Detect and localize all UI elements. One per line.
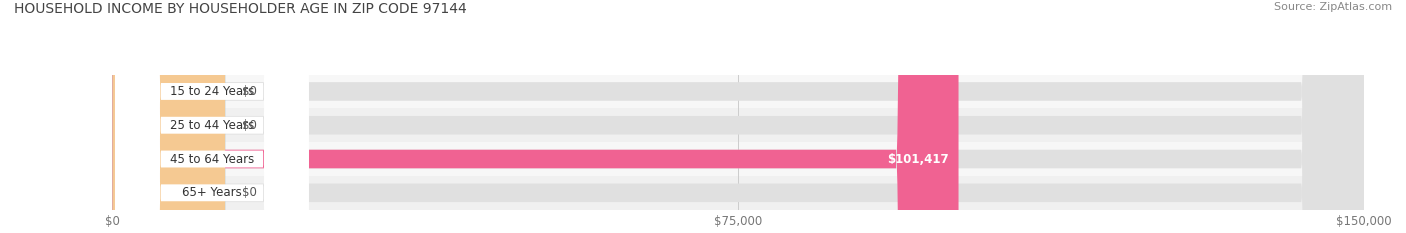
Text: 25 to 44 Years: 25 to 44 Years <box>170 119 254 132</box>
Text: Source: ZipAtlas.com: Source: ZipAtlas.com <box>1274 2 1392 12</box>
Bar <box>112 176 1364 210</box>
Bar <box>112 142 1364 176</box>
FancyBboxPatch shape <box>112 0 225 233</box>
FancyBboxPatch shape <box>115 0 309 233</box>
Text: $101,417: $101,417 <box>887 153 949 165</box>
Bar <box>112 75 1364 108</box>
FancyBboxPatch shape <box>112 0 1364 233</box>
Text: 65+ Years: 65+ Years <box>183 186 242 199</box>
Text: HOUSEHOLD INCOME BY HOUSEHOLDER AGE IN ZIP CODE 97144: HOUSEHOLD INCOME BY HOUSEHOLDER AGE IN Z… <box>14 2 467 16</box>
FancyBboxPatch shape <box>112 0 225 233</box>
Text: $0: $0 <box>242 186 257 199</box>
FancyBboxPatch shape <box>112 0 959 233</box>
FancyBboxPatch shape <box>115 0 309 233</box>
FancyBboxPatch shape <box>112 0 1364 233</box>
Text: $0: $0 <box>242 119 257 132</box>
Text: $0: $0 <box>242 85 257 98</box>
FancyBboxPatch shape <box>112 0 1364 233</box>
FancyBboxPatch shape <box>115 0 309 233</box>
Text: 45 to 64 Years: 45 to 64 Years <box>170 153 254 165</box>
FancyBboxPatch shape <box>115 0 309 233</box>
FancyBboxPatch shape <box>112 0 225 233</box>
Bar <box>112 108 1364 142</box>
FancyBboxPatch shape <box>112 0 1364 233</box>
Text: 15 to 24 Years: 15 to 24 Years <box>170 85 254 98</box>
